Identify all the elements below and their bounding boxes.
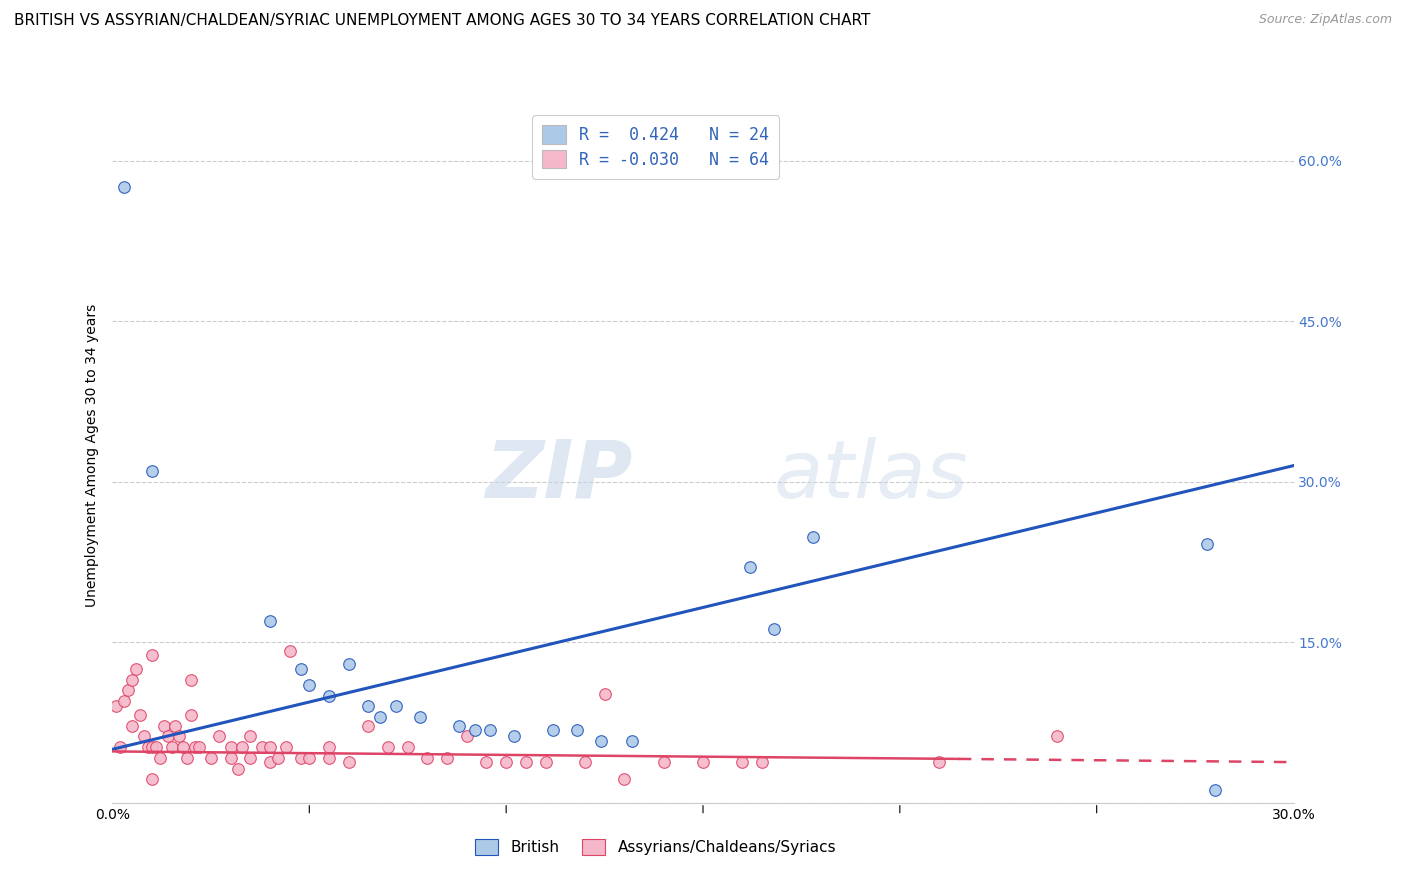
- Point: [318, 689, 340, 703]
- Point: [259, 614, 281, 628]
- Point: [298, 678, 321, 692]
- Point: [543, 723, 565, 737]
- Point: [176, 751, 198, 765]
- Point: [278, 644, 301, 658]
- Point: [121, 673, 143, 687]
- Point: [112, 694, 135, 708]
- Point: [408, 710, 430, 724]
- Point: [110, 740, 132, 755]
- Point: [692, 755, 714, 769]
- Point: [318, 740, 340, 755]
- Point: [200, 751, 222, 765]
- Point: [357, 699, 380, 714]
- Point: [495, 755, 517, 769]
- Point: [112, 180, 135, 194]
- Point: [290, 751, 312, 765]
- Point: [250, 740, 273, 755]
- Point: [172, 740, 194, 755]
- Point: [259, 755, 281, 769]
- Point: [117, 683, 139, 698]
- Point: [479, 723, 502, 737]
- Point: [125, 662, 148, 676]
- Point: [385, 699, 408, 714]
- Point: [515, 755, 537, 769]
- Point: [613, 772, 636, 787]
- Point: [368, 710, 391, 724]
- Point: [593, 687, 616, 701]
- Text: atlas: atlas: [773, 437, 969, 515]
- Point: [290, 662, 312, 676]
- Point: [574, 755, 596, 769]
- Point: [928, 755, 950, 769]
- Point: [565, 723, 588, 737]
- Point: [156, 730, 179, 744]
- Point: [231, 740, 253, 755]
- Point: [475, 755, 498, 769]
- Text: Source: ZipAtlas.com: Source: ZipAtlas.com: [1258, 13, 1392, 27]
- Point: [621, 733, 644, 747]
- Point: [184, 740, 207, 755]
- Point: [740, 560, 762, 574]
- Point: [239, 730, 262, 744]
- Point: [239, 751, 262, 765]
- Point: [160, 740, 183, 755]
- Point: [208, 730, 231, 744]
- Point: [298, 751, 321, 765]
- Point: [121, 719, 143, 733]
- Point: [132, 730, 155, 744]
- Point: [436, 751, 458, 765]
- Y-axis label: Unemployment Among Ages 30 to 34 years: Unemployment Among Ages 30 to 34 years: [86, 303, 100, 607]
- Point: [129, 708, 152, 723]
- Point: [762, 623, 785, 637]
- Point: [141, 464, 163, 478]
- Point: [228, 762, 250, 776]
- Point: [1046, 730, 1069, 744]
- Point: [503, 730, 526, 744]
- Point: [141, 648, 163, 662]
- Point: [337, 755, 360, 769]
- Point: [152, 719, 174, 733]
- Text: BRITISH VS ASSYRIAN/CHALDEAN/SYRIAC UNEMPLOYMENT AMONG AGES 30 TO 34 YEARS CORRE: BRITISH VS ASSYRIAN/CHALDEAN/SYRIAC UNEM…: [14, 13, 870, 29]
- Point: [1204, 783, 1226, 797]
- Point: [267, 751, 290, 765]
- Point: [165, 719, 187, 733]
- Point: [447, 719, 470, 733]
- Point: [318, 751, 340, 765]
- Point: [180, 708, 202, 723]
- Point: [357, 719, 380, 733]
- Point: [652, 755, 675, 769]
- Point: [589, 733, 612, 747]
- Point: [274, 740, 297, 755]
- Point: [464, 723, 486, 737]
- Point: [337, 657, 360, 671]
- Point: [188, 740, 211, 755]
- Point: [456, 730, 478, 744]
- Legend: British, Assyrians/Chaldeans/Syriacs: British, Assyrians/Chaldeans/Syriacs: [470, 833, 842, 862]
- Point: [396, 740, 419, 755]
- Point: [105, 699, 128, 714]
- Point: [149, 751, 172, 765]
- Point: [141, 740, 163, 755]
- Point: [145, 740, 167, 755]
- Point: [801, 530, 824, 544]
- Text: ZIP: ZIP: [485, 437, 633, 515]
- Point: [534, 755, 557, 769]
- Point: [1195, 537, 1218, 551]
- Point: [169, 730, 191, 744]
- Point: [259, 740, 281, 755]
- Point: [180, 673, 202, 687]
- Point: [141, 772, 163, 787]
- Point: [377, 740, 399, 755]
- Point: [416, 751, 439, 765]
- Point: [219, 740, 242, 755]
- Point: [731, 755, 754, 769]
- Point: [136, 740, 159, 755]
- Point: [219, 751, 242, 765]
- Point: [751, 755, 773, 769]
